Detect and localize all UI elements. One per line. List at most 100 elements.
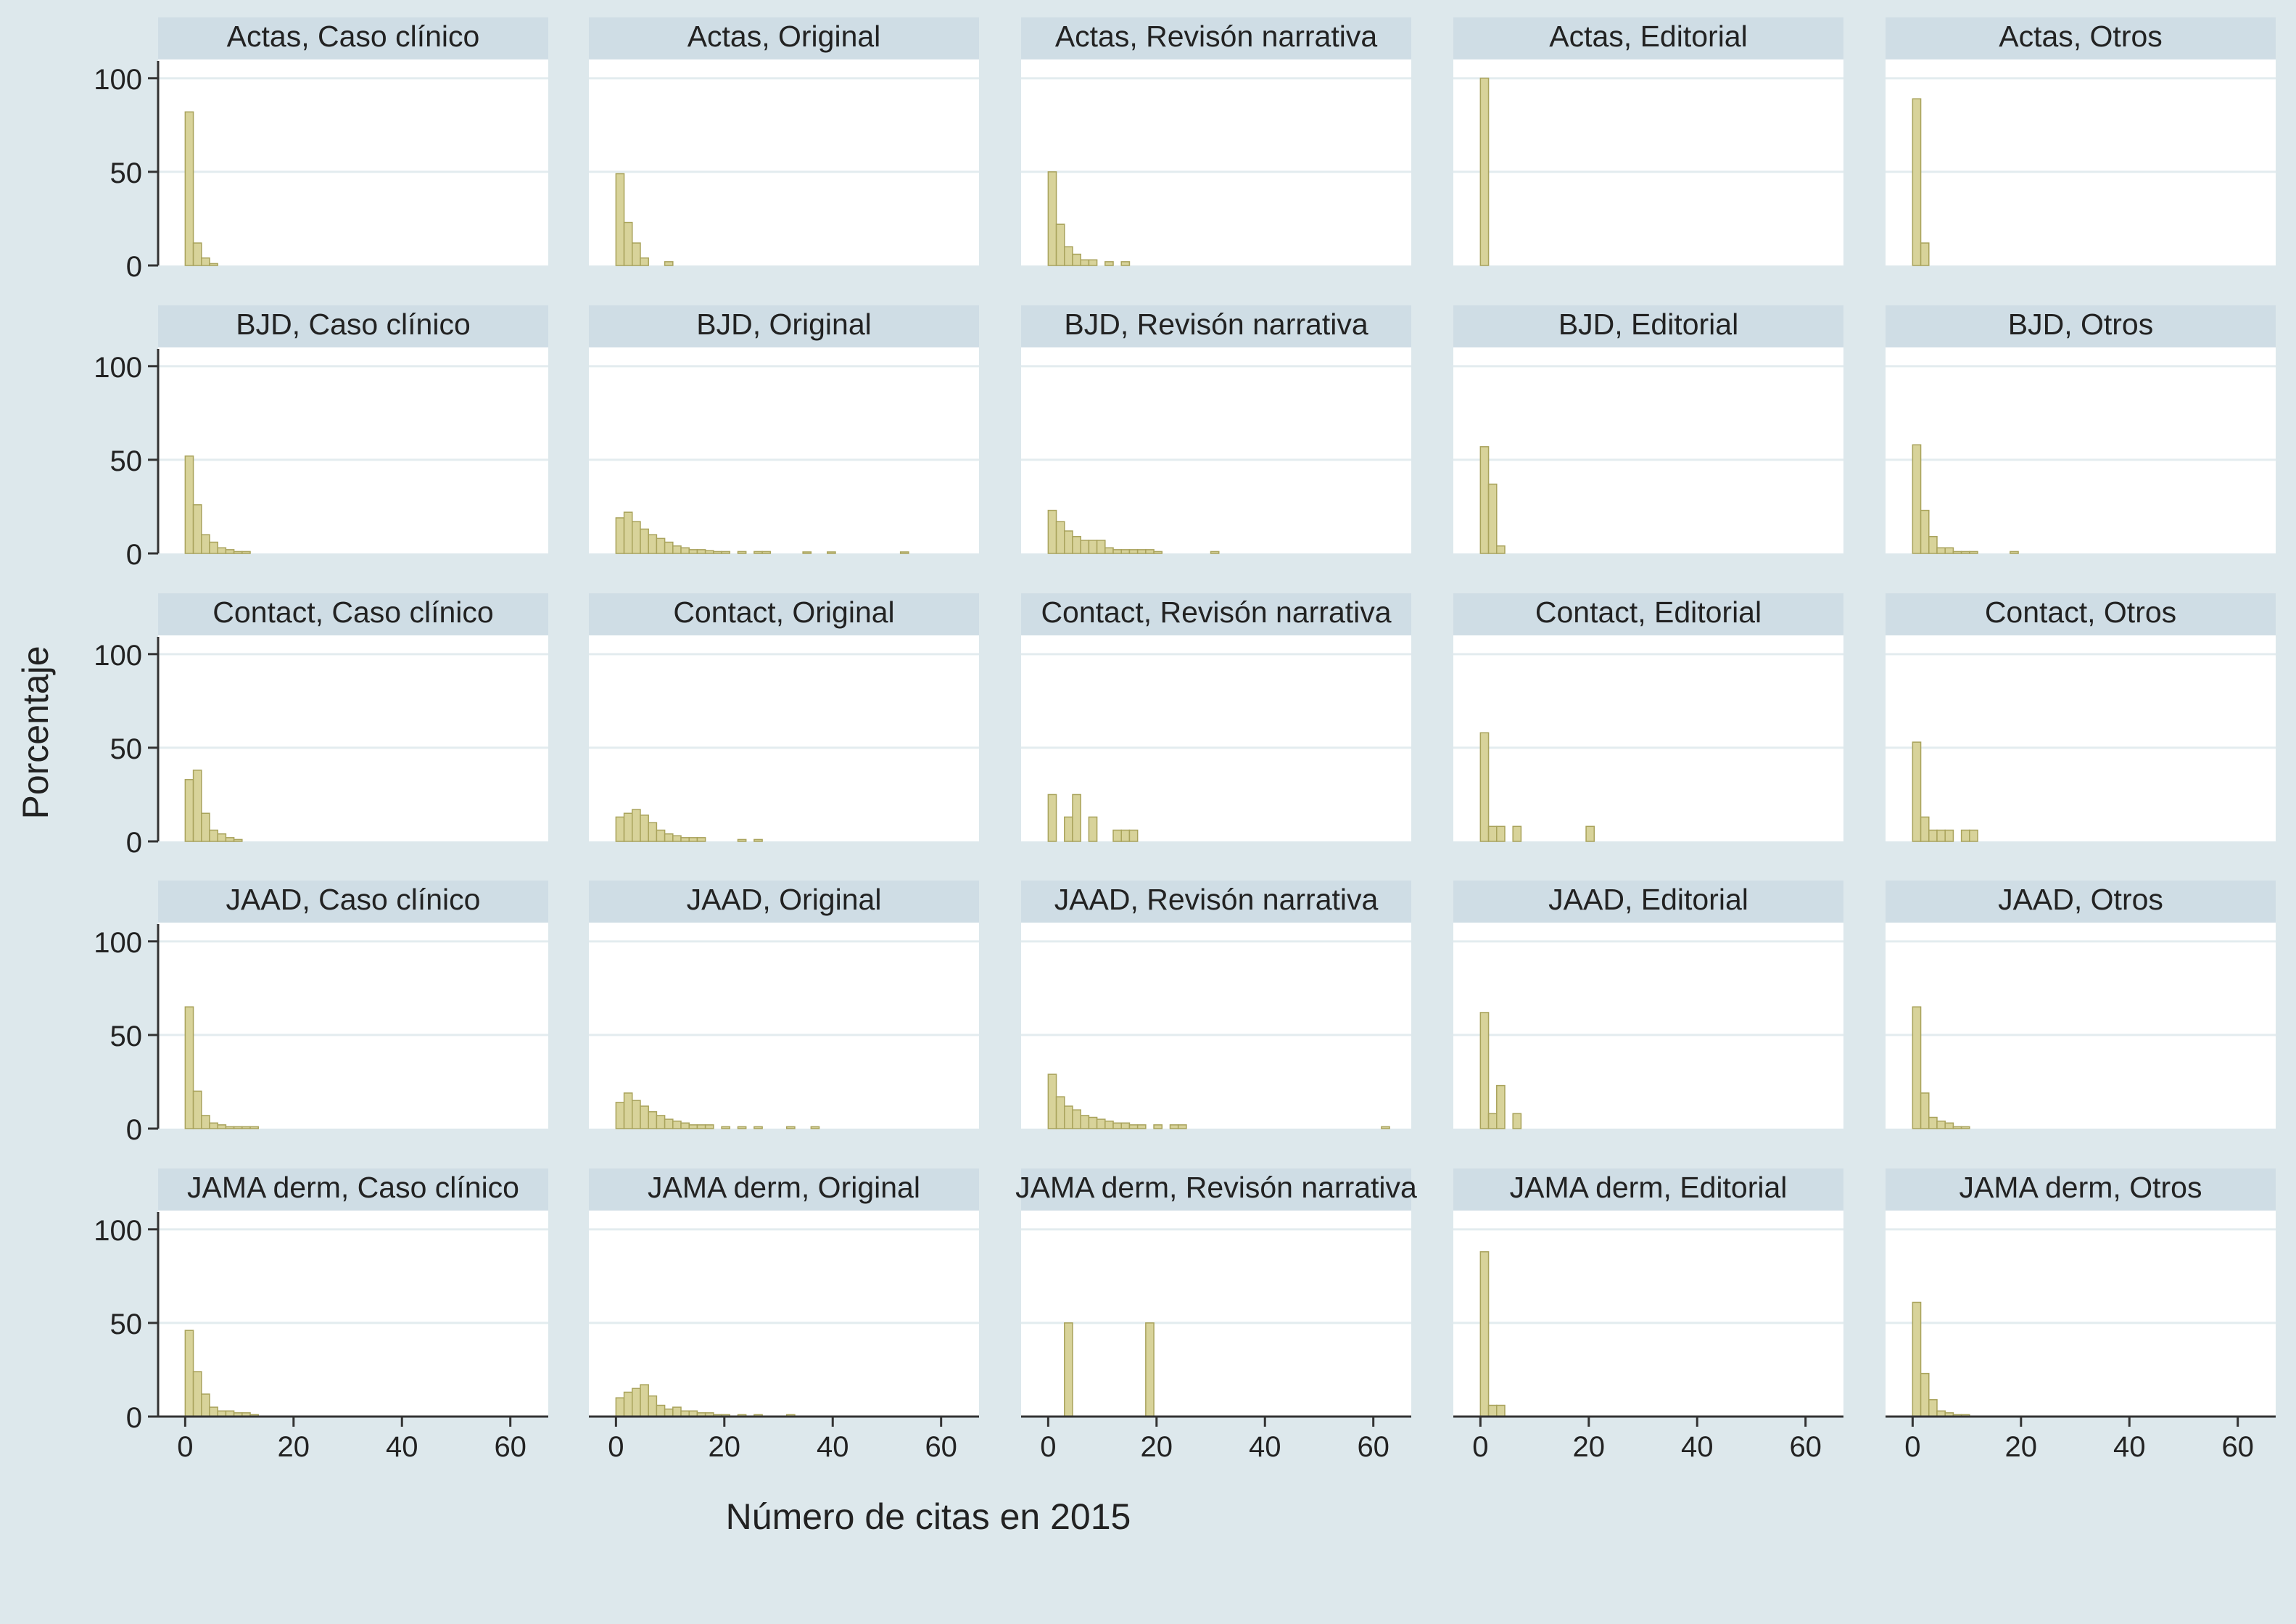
- histogram-bar: [209, 1122, 218, 1129]
- panel: JAMA derm, Editorial 0 20 40 60: [1453, 1168, 1843, 1463]
- panel-header: [589, 881, 979, 923]
- panel-header: [589, 1168, 979, 1211]
- histogram-bar: [664, 541, 674, 554]
- plot-area: [589, 635, 979, 841]
- y-tick-label: 100: [94, 927, 142, 959]
- histogram-bar: [1096, 540, 1106, 554]
- histogram-bar: [680, 1122, 690, 1129]
- histogram-bar: [1487, 1113, 1498, 1129]
- histogram-bar: [632, 1388, 641, 1417]
- plot-area: [1886, 923, 2276, 1129]
- histogram-bar: [1487, 483, 1498, 554]
- histogram-bar: [1912, 1301, 1922, 1417]
- histogram-bar: [737, 1126, 747, 1129]
- x-tick-label: 0: [1040, 1431, 1056, 1463]
- histogram-bar: [209, 541, 218, 554]
- histogram-bar: [1096, 1118, 1106, 1129]
- panel: Contact, Otros: [1886, 593, 2276, 842]
- panel-title: Contact, Caso clínico: [212, 595, 493, 629]
- histogram-bar: [1912, 98, 1922, 266]
- histogram-bar: [664, 1118, 674, 1129]
- plot-area: [1021, 59, 1411, 265]
- histogram-bar: [1960, 1126, 1970, 1129]
- histogram-bar: [1064, 246, 1073, 266]
- panel: Actas, Original: [589, 17, 979, 266]
- histogram-bar: [1112, 829, 1122, 842]
- histogram-bar: [1496, 1404, 1506, 1417]
- y-tick-label: 50: [110, 733, 143, 765]
- histogram-bar: [1153, 551, 1163, 554]
- histogram-bar: [615, 1397, 625, 1417]
- panel-title: Actas, Revisón narrativa: [1055, 20, 1378, 53]
- y-tick-label: 0: [126, 1114, 142, 1146]
- histogram-bar: [1928, 829, 1938, 842]
- plot-area: [1453, 635, 1843, 841]
- panel-title: JAAD, Original: [687, 883, 882, 916]
- histogram-bar: [184, 1006, 194, 1129]
- panel: BJD, Revisón narrativa: [1021, 305, 1411, 554]
- panel-title: Contact, Editorial: [1535, 595, 1762, 629]
- panel-title: JAMA derm, Editorial: [1510, 1171, 1788, 1204]
- panel-header: [1021, 881, 1411, 923]
- y-tick-label: 100: [94, 352, 142, 384]
- histogram-bar: [1112, 549, 1122, 554]
- histogram-bar: [1928, 536, 1938, 554]
- histogram-bar: [632, 1100, 641, 1129]
- histogram-bar: [802, 551, 812, 554]
- histogram-bar: [640, 257, 649, 266]
- histogram-bar: [1080, 259, 1090, 266]
- panels-group: Actas, Caso clínico 0 50 100 Actas, Original…: [94, 17, 2276, 1463]
- x-tick-label: 20: [1573, 1431, 1606, 1463]
- histogram-bar: [1944, 1122, 1954, 1129]
- plot-area: [158, 635, 548, 841]
- histogram-bar: [615, 1102, 625, 1129]
- histogram-bar: [672, 1406, 682, 1417]
- histogram-bar: [184, 111, 194, 266]
- histogram-bar: [656, 829, 666, 842]
- histogram-bar: [623, 1092, 633, 1129]
- panel-header: [589, 17, 979, 59]
- y-axis-label: Porcentaje: [15, 646, 56, 819]
- histogram-bar: [696, 1124, 706, 1129]
- plot-area: [1453, 59, 1843, 265]
- panel-header: [1886, 881, 2276, 923]
- histogram-bar: [664, 1408, 674, 1417]
- panel-header: [158, 881, 548, 923]
- histogram-bar: [233, 1126, 243, 1129]
- panel: Actas, Revisón narrativa: [1021, 17, 1411, 266]
- panel: JAAD, Revisón narrativa: [1021, 881, 1411, 1129]
- panel-header: [1453, 17, 1843, 59]
- histogram-bar: [1145, 1322, 1155, 1417]
- panel: Contact, Editorial: [1453, 593, 1843, 842]
- plot-area: [158, 347, 548, 553]
- panel-title: Actas, Caso clínico: [227, 20, 480, 53]
- x-tick-label: 0: [177, 1431, 193, 1463]
- histogram-bar: [1496, 825, 1506, 842]
- x-tick-label: 20: [278, 1431, 310, 1463]
- histogram-bar: [1479, 78, 1490, 266]
- histogram-bar: [737, 551, 747, 554]
- histogram-bar: [1047, 509, 1057, 554]
- histogram-bar: [688, 837, 698, 842]
- histogram-bar: [1479, 1251, 1490, 1417]
- histogram-bar: [1064, 530, 1073, 554]
- histogram-bar: [1920, 242, 1930, 266]
- histogram-bar: [664, 261, 674, 266]
- x-tick-label: 0: [1472, 1431, 1488, 1463]
- plot-area: [158, 1211, 548, 1417]
- histogram-bar: [1487, 1404, 1498, 1417]
- x-tick-label: 0: [1904, 1431, 1920, 1463]
- panel: JAMA derm, Original 0 20 40 60: [589, 1168, 979, 1463]
- panel-title: JAAD, Otros: [1998, 883, 2163, 916]
- panel-header: [1886, 1168, 2276, 1211]
- histogram-bar: [184, 779, 194, 842]
- panel-title: JAMA derm, Original: [648, 1171, 920, 1204]
- panel-header: [158, 17, 548, 59]
- panel-title: BJD, Revisón narrativa: [1064, 308, 1368, 341]
- histogram-bar: [1136, 549, 1147, 554]
- histogram-bar: [648, 1395, 658, 1417]
- x-tick-label: 40: [817, 1431, 849, 1463]
- histogram-bar: [1952, 551, 1962, 554]
- histogram-bar: [201, 1115, 210, 1129]
